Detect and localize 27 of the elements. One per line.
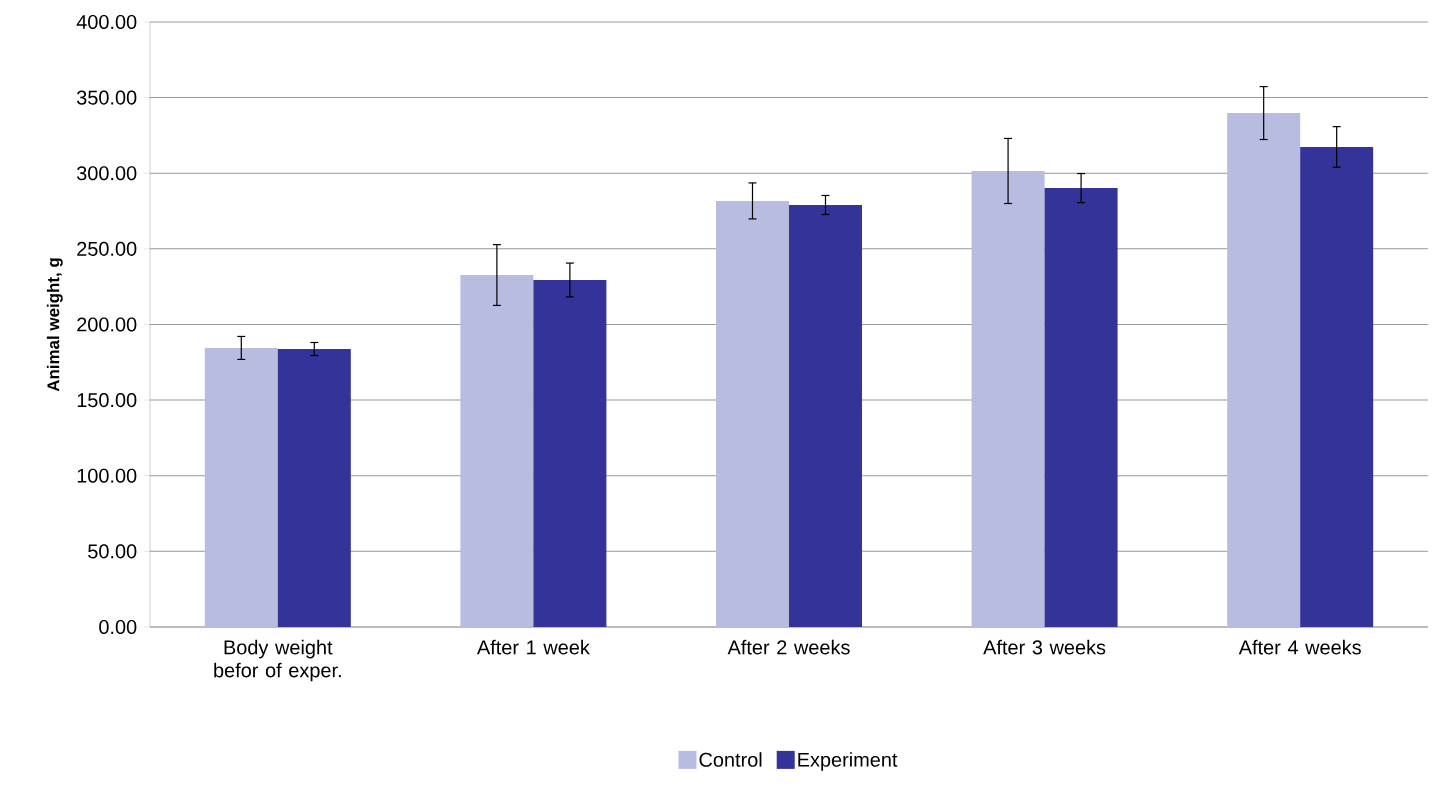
y-tick-label: 200.00	[77, 317, 137, 332]
x-tick-label: Body weight befor of exper.	[214, 639, 341, 682]
y-tick-label: 400.00	[76, 14, 137, 30]
x-tick-label: After 1 week	[476, 639, 590, 655]
bar	[788, 205, 862, 627]
legend-label: Experiment	[798, 752, 898, 771]
bar	[204, 347, 278, 627]
y-tick-label: 150.00	[77, 393, 137, 408]
bar	[715, 200, 789, 627]
y-tick-label: 0.00	[99, 619, 137, 635]
y-tick-label: 100.00	[77, 468, 137, 483]
x-tick-label: After 3 weeks	[983, 639, 1106, 655]
bar	[533, 280, 607, 627]
bar	[971, 170, 1045, 627]
legend-label: Control	[699, 752, 762, 767]
y-axis-title: Animal weight, g	[46, 258, 63, 392]
bar	[1227, 113, 1301, 627]
y-tick-label: 50.00	[88, 544, 137, 559]
x-tick-label: After 2 weeks	[727, 639, 850, 655]
y-tick-label: 250.00	[77, 241, 137, 256]
y-tick-label: 350.00	[76, 90, 137, 105]
y-tick-label: 300.00	[76, 166, 137, 181]
bar	[1044, 188, 1118, 627]
x-tick-label: After 4 weeks	[1238, 639, 1361, 655]
bar	[1300, 146, 1374, 627]
bar	[460, 275, 534, 627]
bar	[277, 349, 351, 627]
